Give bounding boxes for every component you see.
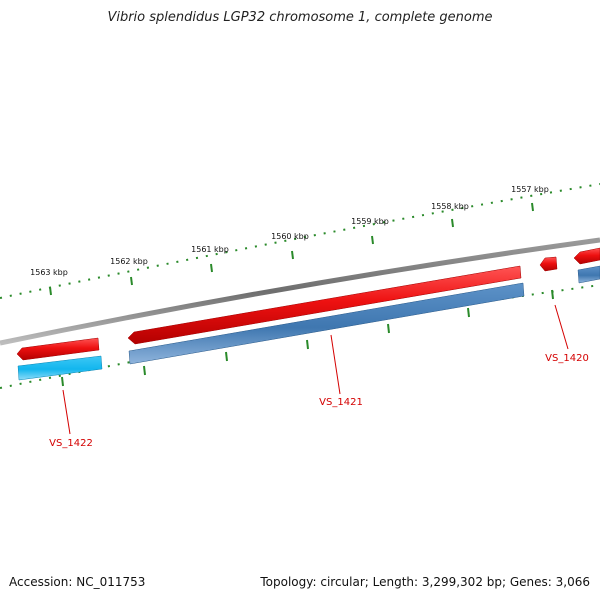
tick-label-1558: 1558 kbp [431, 202, 469, 211]
gene-feature-next[interactable] [577, 265, 600, 284]
accession-text: Accession: NC_011753 [9, 575, 146, 589]
ruler-major-tick [49, 286, 52, 296]
ruler-major-tick [531, 202, 534, 212]
gene-label-leaders [62, 304, 569, 435]
tick-label-1562: 1562 kbp [110, 257, 148, 266]
ruler-inner-major-tick [143, 365, 146, 376]
cds-feature-next[interactable] [573, 247, 600, 265]
ruler-major-tick [130, 276, 133, 286]
ruler-outer-track [0, 183, 600, 299]
leader-vs1420 [554, 304, 569, 350]
gene-track [17, 265, 600, 381]
tick-label-1561: 1561 kbp [191, 245, 229, 254]
ruler-inner-major-tick [225, 351, 228, 362]
cds-feature-vs1420[interactable] [539, 256, 558, 272]
gene-label-vs1420[interactable]: VS_1420 [545, 353, 589, 364]
gene-label-vs1421[interactable]: VS_1421 [319, 397, 363, 408]
ruler-inner-major-tick [61, 376, 64, 387]
topology-summary: Topology: circular; Length: 3,299,302 bp… [260, 575, 590, 589]
ruler-major-tick [291, 250, 294, 260]
ruler-labels: 1557 kbp 1558 kbp 1559 kbp 1560 kbp 1561… [30, 185, 549, 277]
ruler-inner-major-tick [551, 289, 554, 300]
cds-track [16, 247, 600, 361]
gene-feature-vs1421[interactable] [128, 282, 525, 365]
tick-label-1559: 1559 kbp [351, 217, 389, 226]
ruler-major-tick [371, 235, 374, 245]
ruler-major-tick [451, 218, 454, 228]
tick-label-1557: 1557 kbp [511, 185, 549, 194]
ruler-inner-major-tick [306, 339, 309, 350]
ruler-inner-track [0, 284, 600, 389]
ruler-major-tick [210, 263, 213, 273]
ruler-inner-dots [0, 284, 600, 389]
tick-label-1563: 1563 kbp [30, 268, 68, 277]
cds-feature-vs1421[interactable] [127, 265, 522, 345]
gene-label-vs1422[interactable]: VS_1422 [49, 438, 93, 449]
leader-vs1421 [330, 334, 341, 395]
tick-label-1560: 1560 kbp [271, 232, 309, 241]
ruler-inner-major-tick [467, 307, 470, 318]
leader-vs1422 [62, 389, 71, 435]
gene-feature-vs1422[interactable] [17, 355, 103, 381]
map-title: Vibrio splendidus LGP32 chromosome 1, co… [107, 10, 493, 25]
ruler-inner-major-tick [387, 323, 390, 334]
genome-backbone [0, 237, 600, 346]
ruler-outer-dots [0, 183, 600, 299]
gene-labels: VS_1420 VS_1421 VS_1422 [49, 353, 589, 449]
cds-feature-vs1422[interactable] [16, 337, 100, 361]
